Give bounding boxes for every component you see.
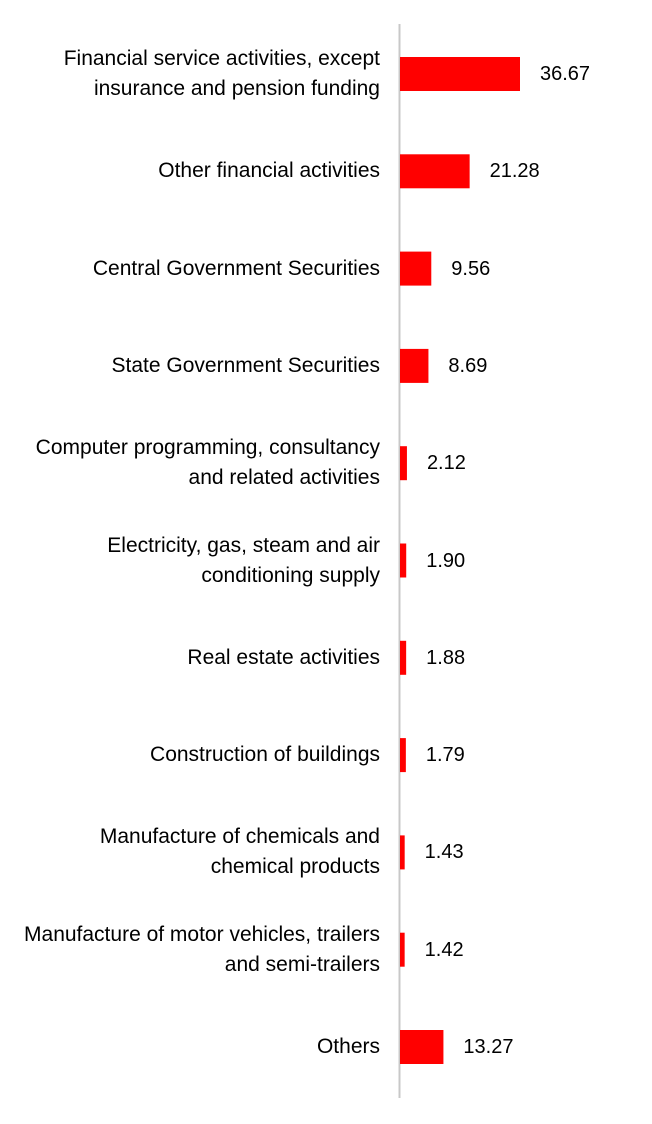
bar <box>400 738 406 773</box>
category-label: Others <box>316 1035 380 1058</box>
category-label: Electricity, gas, steam and air conditio… <box>107 533 380 587</box>
data-label: 36.67 <box>540 63 591 85</box>
data-label: 1.79 <box>425 744 465 767</box>
data-label: 13.27 <box>463 1036 514 1058</box>
bar <box>400 251 432 286</box>
bar <box>400 348 429 383</box>
bar <box>400 835 405 870</box>
bar <box>400 1030 444 1064</box>
data-label: 1.88 <box>426 646 466 669</box>
bar <box>400 154 470 189</box>
category-label: Financial service activities, except ins… <box>63 47 380 100</box>
category-label: Manufacture of motor vehicles, trailers … <box>24 922 380 976</box>
bar <box>400 446 407 481</box>
data-label: 1.90 <box>426 549 466 572</box>
data-label: 1.42 <box>424 938 464 961</box>
bar <box>400 932 405 967</box>
data-label: 9.56 <box>451 257 491 280</box>
data-label: 1.43 <box>424 841 464 864</box>
category-label: Real estate activities <box>187 645 380 669</box>
data-label: 8.69 <box>448 354 488 377</box>
category-label: State Government Securities <box>111 353 380 377</box>
category-label: Computer programming, consultancy and re… <box>35 436 380 490</box>
data-label: 2.12 <box>426 452 466 475</box>
bar <box>400 543 407 578</box>
category-label: Construction of buildings <box>150 743 380 767</box>
category-label: Other financial activities <box>158 159 380 183</box>
data-label: 21.28 <box>489 160 540 183</box>
category-label: Manufacture of chemicals and chemical pr… <box>99 825 380 879</box>
bar <box>400 640 407 675</box>
bar <box>400 57 520 91</box>
category-label: Central Government Securities <box>92 256 380 280</box>
